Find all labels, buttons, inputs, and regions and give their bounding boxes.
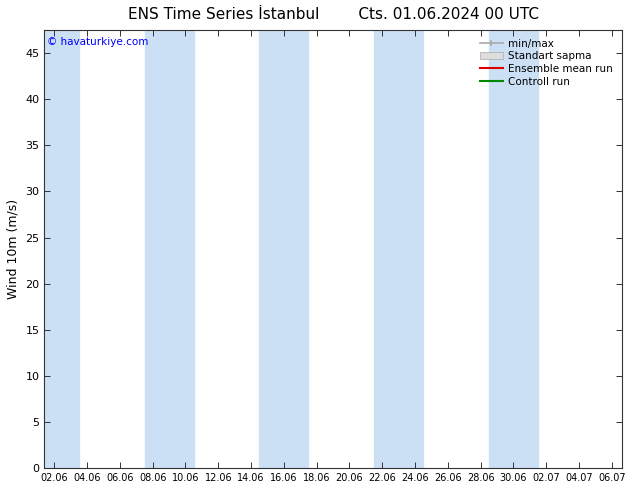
Title: ENS Time Series İstanbul        Cts. 01.06.2024 00 UTC: ENS Time Series İstanbul Cts. 01.06.2024…	[127, 7, 538, 22]
Legend: min/max, Standart sapma, Ensemble mean run, Controll run: min/max, Standart sapma, Ensemble mean r…	[477, 36, 616, 90]
Bar	[145, 30, 194, 468]
Bar	[259, 30, 309, 468]
Y-axis label: Wind 10m (m/s): Wind 10m (m/s)	[7, 199, 20, 299]
Bar	[374, 30, 424, 468]
Text: © havaturkiye.com: © havaturkiye.com	[48, 37, 149, 47]
Bar	[489, 30, 538, 468]
Bar	[30, 30, 79, 468]
